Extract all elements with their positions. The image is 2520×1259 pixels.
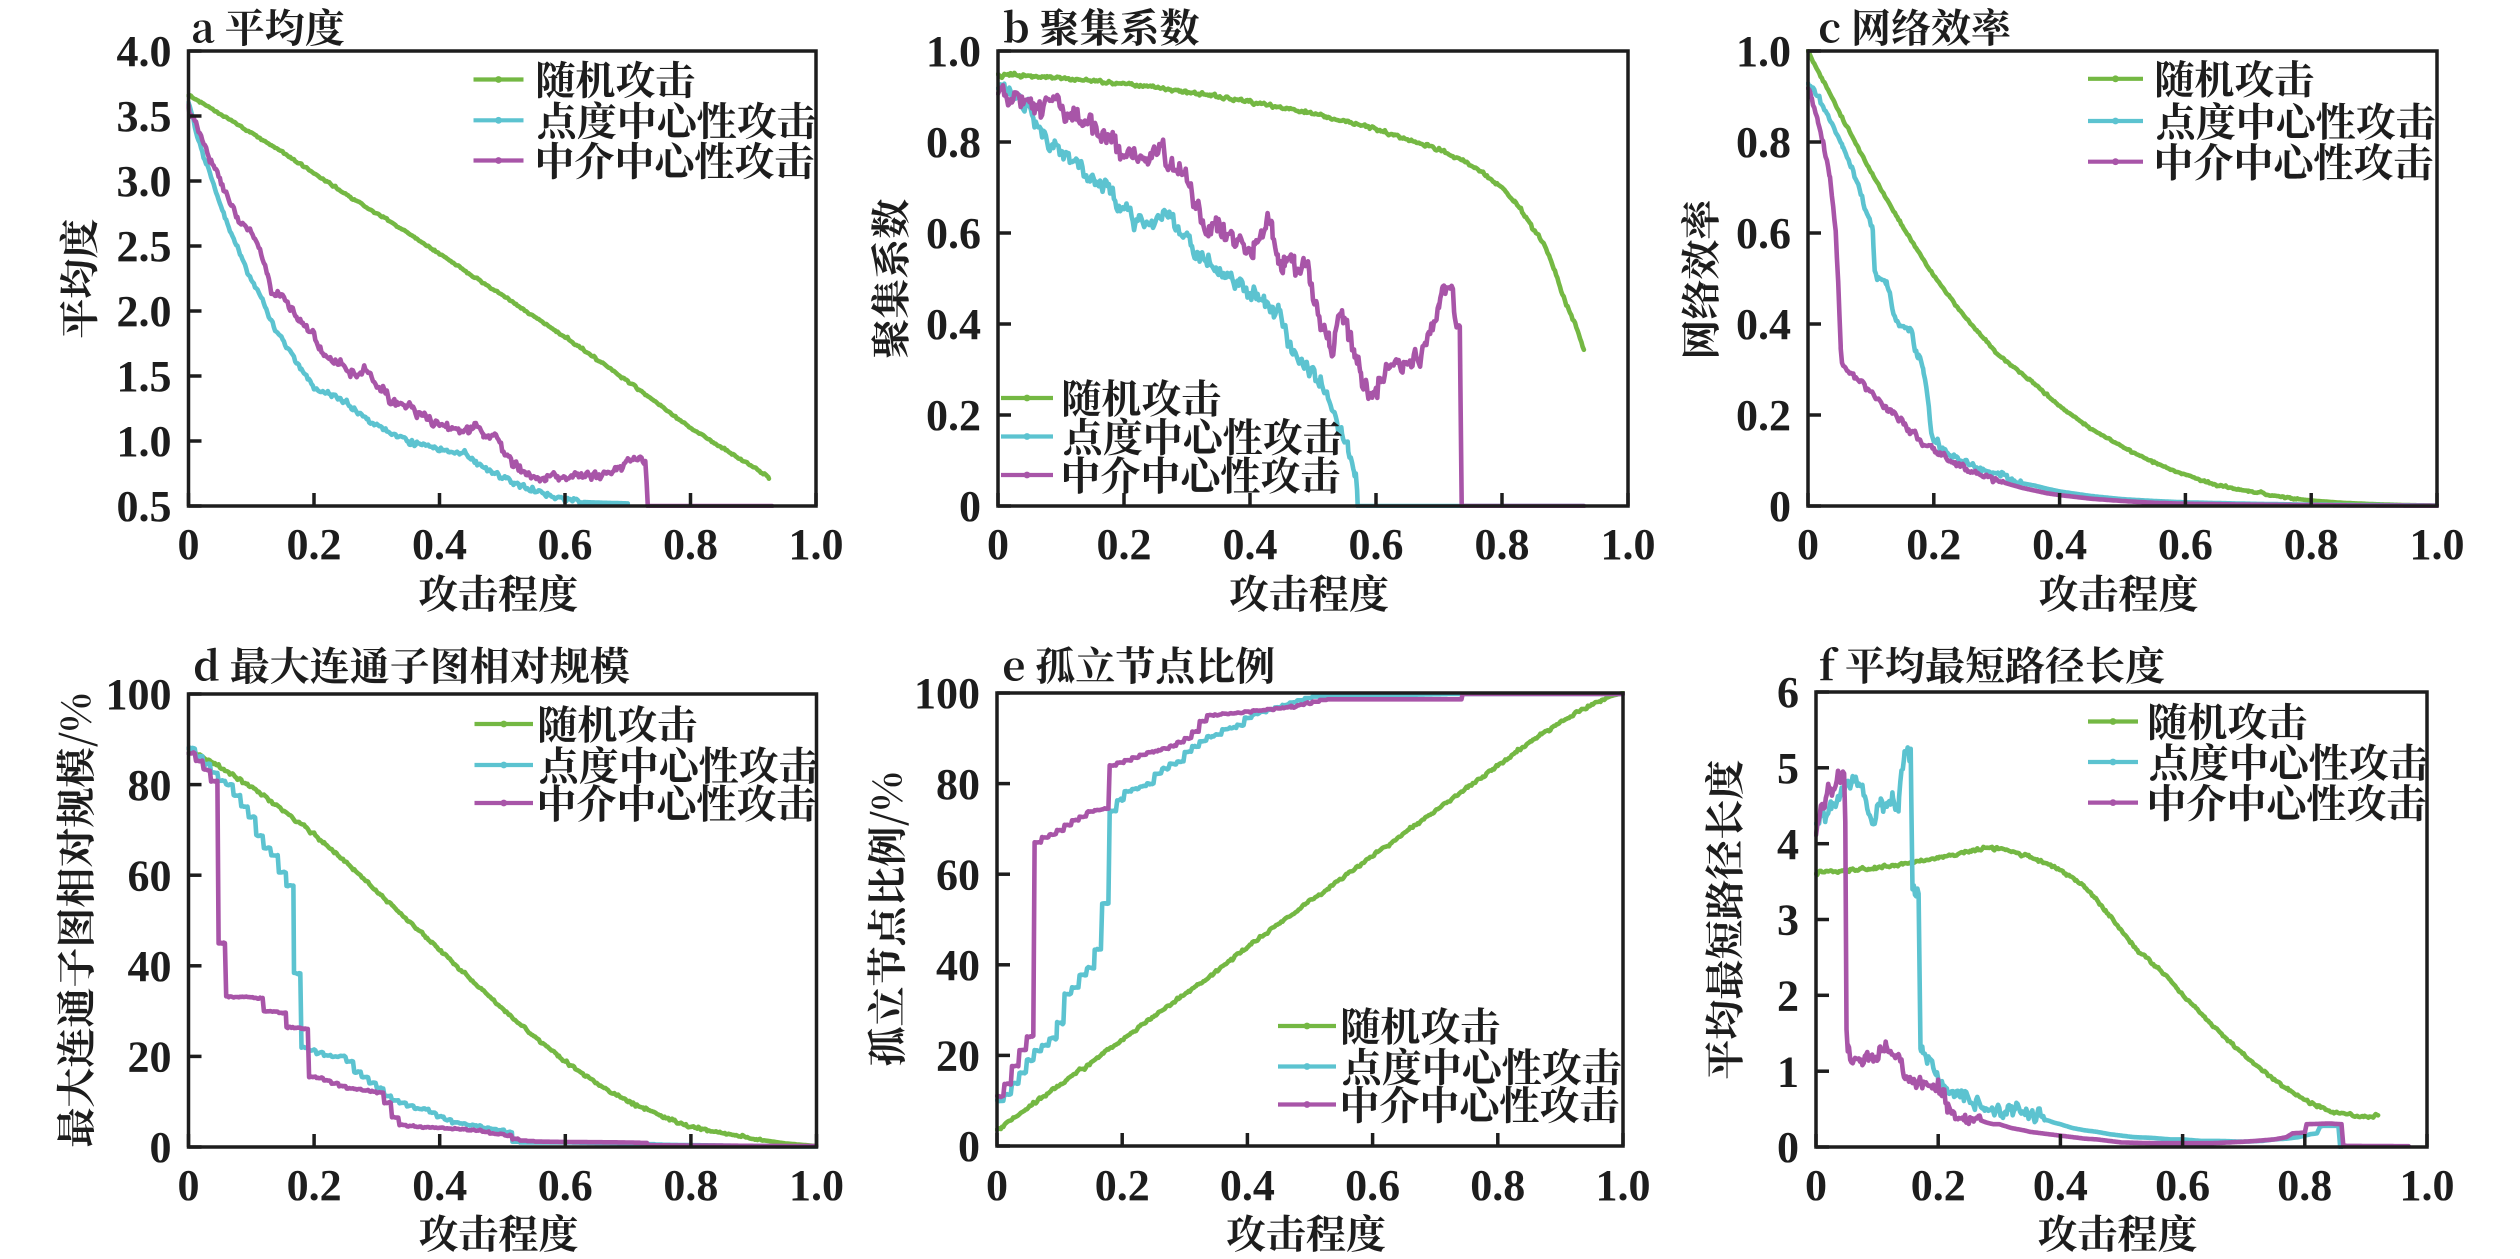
svg-text:0: 0 [1805, 1161, 1827, 1210]
svg-text:0: 0 [178, 520, 200, 569]
svg-text:0.8: 0.8 [926, 118, 981, 167]
svg-text:0.4: 0.4 [2032, 520, 2087, 569]
svg-text:0.6: 0.6 [1345, 1161, 1400, 1210]
svg-text:1.0: 1.0 [789, 1161, 844, 1210]
svg-text:0.2: 0.2 [926, 391, 981, 440]
svg-text:0.6: 0.6 [2158, 520, 2213, 569]
svg-text:80: 80 [128, 761, 172, 810]
svg-text:1.0: 1.0 [2400, 1161, 2455, 1210]
svg-text:0: 0 [1769, 482, 1791, 531]
svg-text:0.8: 0.8 [2277, 1161, 2332, 1210]
svg-text:0: 0 [178, 1161, 200, 1210]
svg-text:0.6: 0.6 [538, 1161, 593, 1210]
svg-text:1.0: 1.0 [1736, 27, 1791, 76]
svg-text:1.0: 1.0 [117, 417, 172, 466]
svg-text:1.0: 1.0 [926, 27, 981, 76]
svg-text:0.2: 0.2 [1736, 391, 1791, 440]
svg-text:0.8: 0.8 [1470, 1161, 1525, 1210]
svg-text:4: 4 [1777, 820, 1799, 869]
svg-text:0: 0 [986, 1161, 1008, 1210]
svg-text:3.5: 3.5 [117, 92, 172, 141]
svg-text:2.0: 2.0 [117, 287, 172, 336]
svg-text:0.8: 0.8 [663, 520, 718, 569]
svg-text:0.4: 0.4 [2033, 1161, 2088, 1210]
svg-text:40: 40 [936, 941, 980, 990]
svg-text:1.0: 1.0 [1596, 1161, 1651, 1210]
svg-text:6: 6 [1777, 668, 1799, 717]
svg-text:0.6: 0.6 [2155, 1161, 2210, 1210]
svg-text:0.6: 0.6 [538, 520, 593, 569]
svg-text:0.8: 0.8 [1736, 118, 1791, 167]
svg-text:0.4: 0.4 [1223, 520, 1278, 569]
svg-text:40: 40 [128, 942, 172, 991]
svg-text:60: 60 [936, 850, 980, 899]
svg-text:0.2: 0.2 [1097, 520, 1152, 569]
svg-text:0.5: 0.5 [117, 482, 172, 531]
svg-text:100: 100 [106, 670, 172, 719]
svg-text:0: 0 [958, 1122, 980, 1171]
svg-text:0.4: 0.4 [412, 520, 467, 569]
svg-text:1.0: 1.0 [1601, 520, 1656, 569]
svg-text:4.0: 4.0 [117, 27, 172, 76]
svg-text:1.0: 1.0 [2410, 520, 2465, 569]
svg-text:1.0: 1.0 [789, 520, 844, 569]
svg-text:0.8: 0.8 [663, 1161, 718, 1210]
svg-text:0.2: 0.2 [287, 1161, 342, 1210]
svg-text:80: 80 [936, 760, 980, 809]
svg-text:1: 1 [1777, 1047, 1799, 1096]
svg-text:0.8: 0.8 [2284, 520, 2339, 569]
svg-text:0: 0 [959, 482, 981, 531]
svg-text:20: 20 [128, 1033, 172, 1082]
svg-text:0.4: 0.4 [412, 1161, 467, 1210]
svg-text:0.6: 0.6 [1736, 209, 1791, 258]
svg-text:0.2: 0.2 [287, 520, 342, 569]
svg-text:3: 3 [1777, 896, 1799, 945]
svg-text:0: 0 [150, 1123, 172, 1172]
svg-text:60: 60 [128, 851, 172, 900]
svg-text:0.4: 0.4 [926, 300, 981, 349]
svg-text:0.6: 0.6 [1349, 520, 1404, 569]
svg-text:0.6: 0.6 [926, 209, 981, 258]
svg-text:1.5: 1.5 [117, 352, 172, 401]
svg-text:0.4: 0.4 [1220, 1161, 1275, 1210]
svg-text:0.2: 0.2 [1095, 1161, 1150, 1210]
svg-text:0.2: 0.2 [1906, 520, 1961, 569]
svg-text:0.2: 0.2 [1911, 1161, 1966, 1210]
svg-text:5: 5 [1777, 744, 1799, 793]
svg-text:0.4: 0.4 [1736, 300, 1791, 349]
svg-text:20: 20 [936, 1032, 980, 1081]
svg-text:3.0: 3.0 [117, 157, 172, 206]
svg-text:0.8: 0.8 [1475, 520, 1530, 569]
svg-text:2.5: 2.5 [117, 222, 172, 271]
svg-text:0: 0 [1777, 1123, 1799, 1172]
svg-text:100: 100 [914, 669, 980, 718]
svg-text:0: 0 [1797, 520, 1819, 569]
svg-text:2: 2 [1777, 972, 1799, 1021]
svg-text:0: 0 [987, 520, 1009, 569]
